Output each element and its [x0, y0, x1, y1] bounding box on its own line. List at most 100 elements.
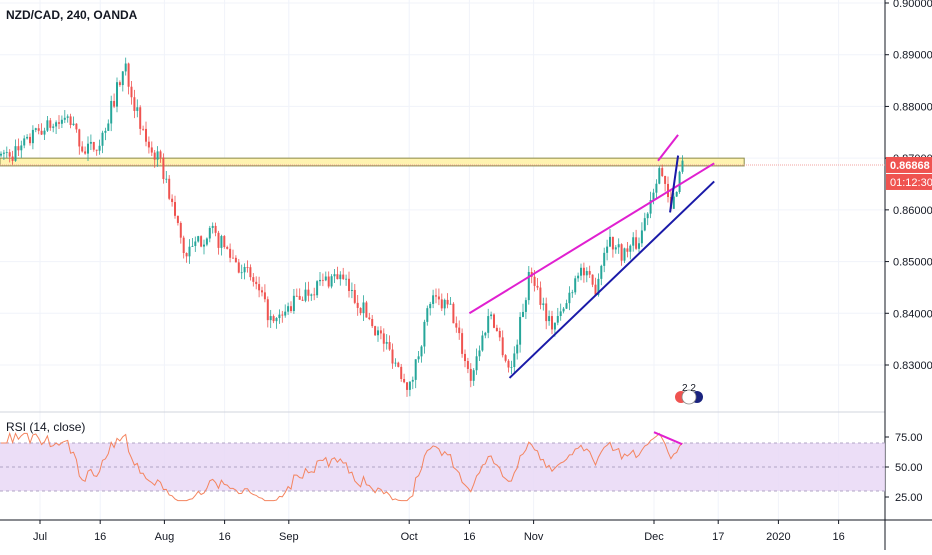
candle: [307, 281, 310, 302]
candle-body: [481, 335, 484, 351]
candle: [136, 99, 139, 118]
candle: [493, 313, 495, 329]
candle-body: [153, 152, 156, 160]
resistance-zone[interactable]: [0, 157, 745, 167]
candle-body: [614, 247, 617, 250]
candle-body: [272, 316, 275, 322]
candle: [263, 284, 266, 303]
candle: [362, 295, 365, 322]
time-tick-label: Nov: [524, 531, 544, 543]
candle-body: [394, 362, 397, 364]
rsi-divergence-line[interactable]: [653, 431, 683, 446]
candle: [66, 114, 69, 123]
candle: [145, 121, 147, 147]
candle: [678, 170, 681, 194]
candle: [310, 293, 313, 301]
candle: [498, 327, 501, 342]
candle-body: [310, 294, 313, 296]
candle: [400, 363, 403, 382]
candle-body: [437, 296, 440, 300]
candle-body: [124, 63, 127, 72]
candle: [510, 360, 513, 375]
candle: [246, 260, 249, 273]
candle-body: [101, 132, 104, 146]
candle: [118, 80, 121, 87]
candle-body: [545, 303, 548, 322]
time-tick-label: 16: [218, 531, 230, 543]
dividend-badge[interactable]: 2 2: [675, 383, 703, 405]
symbol-title: NZD/CAD, 240, OANDA: [6, 8, 138, 22]
candle: [475, 348, 478, 375]
candle-body: [49, 120, 52, 128]
candle-body: [440, 299, 443, 309]
trendline-upper-short[interactable]: [657, 134, 679, 162]
trendline-lower-short[interactable]: [669, 155, 680, 213]
candle: [638, 237, 640, 253]
candle: [414, 359, 417, 389]
candle: [17, 138, 20, 156]
candle: [301, 296, 304, 301]
candle: [232, 249, 234, 259]
trendline-layer[interactable]: [468, 134, 715, 379]
candle: [269, 309, 272, 329]
candle: [237, 258, 240, 274]
candle-body: [191, 245, 194, 247]
candle: [614, 245, 617, 254]
candle: [156, 146, 159, 167]
candle-body: [681, 160, 684, 172]
candle: [524, 297, 527, 320]
candle: [617, 238, 620, 254]
candle-body: [84, 151, 87, 154]
candle: [443, 298, 446, 316]
candle: [223, 235, 226, 249]
trendline-lower[interactable]: [508, 180, 715, 379]
candle: [58, 115, 60, 130]
candle: [52, 123, 55, 133]
candle-body: [345, 278, 348, 280]
candle: [507, 359, 510, 373]
candle-body: [145, 128, 147, 142]
candle: [330, 274, 333, 289]
candle: [411, 376, 414, 390]
candle: [255, 276, 258, 290]
candle: [420, 345, 423, 363]
candle: [29, 133, 31, 146]
candle-body: [385, 342, 388, 344]
candle-body: [281, 314, 284, 316]
candle-body: [582, 267, 585, 276]
candle-body: [400, 366, 403, 379]
candle-body: [304, 289, 307, 301]
candle-body: [223, 236, 226, 248]
time-tick-label: 16: [94, 531, 106, 543]
candle-body: [466, 361, 469, 369]
candle-body: [374, 326, 377, 336]
candle-body: [432, 295, 435, 304]
candle-body: [121, 71, 124, 86]
candle-body: [446, 299, 449, 305]
price-axis[interactable]: 0.900000.890000.880000.870000.860000.850…: [885, 0, 932, 372]
candle-body: [116, 82, 118, 107]
candle: [165, 170, 168, 184]
candle-body: [249, 267, 252, 278]
candle: [655, 179, 658, 200]
candle-body: [403, 378, 406, 383]
candle-body: [571, 292, 574, 294]
time-axis[interactable]: Jul 16 Aug 16 Sep Oct 16 Nov Dec 17 2020 16: [33, 520, 845, 543]
candle-body: [664, 175, 667, 184]
candle: [69, 113, 72, 129]
candle-body: [524, 300, 527, 312]
candle: [374, 325, 377, 336]
candle-body: [643, 218, 646, 231]
candle-body: [43, 130, 46, 135]
candle-body: [475, 356, 478, 371]
rsi-tick-label: 75.00: [895, 432, 923, 444]
candle: [78, 128, 81, 155]
candle: [649, 191, 652, 219]
candle-body: [548, 316, 551, 322]
candle: [295, 288, 298, 297]
candle-body: [493, 314, 495, 328]
candle-body: [455, 323, 458, 328]
candle: [26, 134, 29, 140]
